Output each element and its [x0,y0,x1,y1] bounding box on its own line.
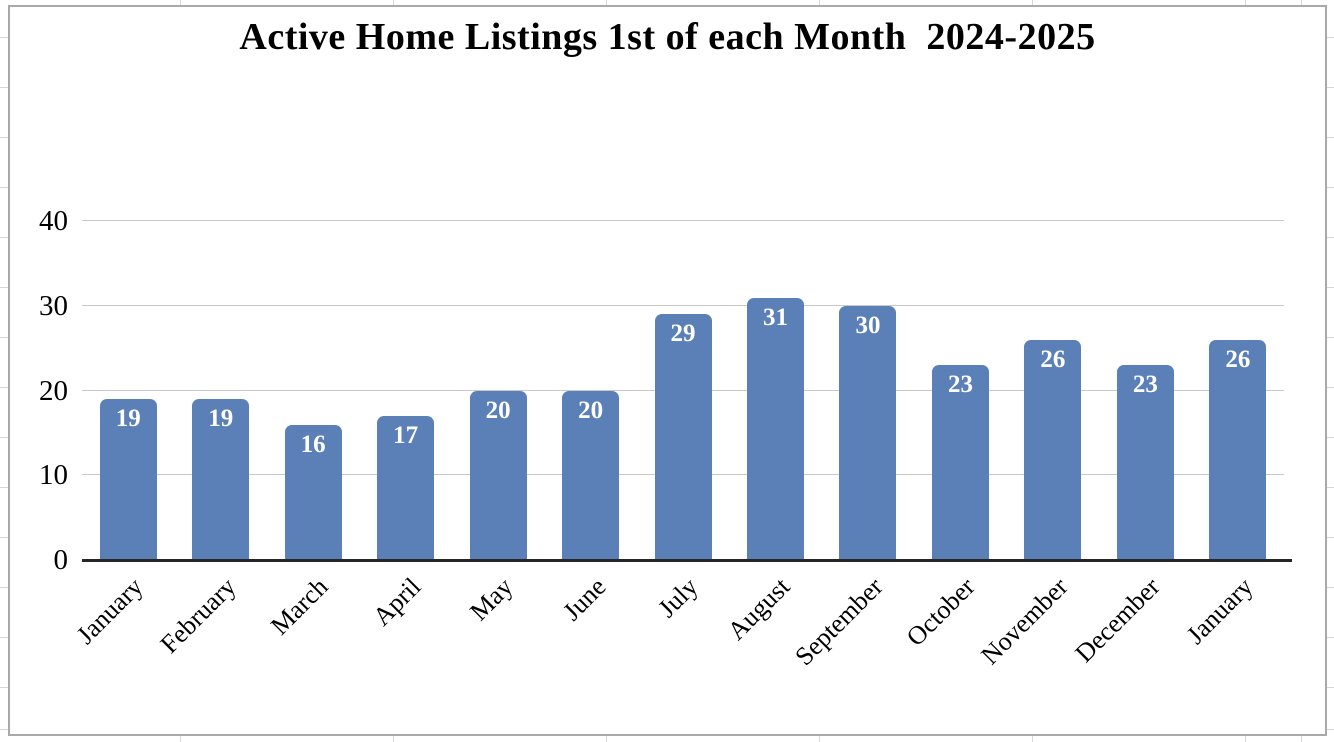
bar-value-label: 23 [947,371,973,399]
bar-november-10[interactable]: 26 [1024,339,1082,560]
bar-slot: 23 [914,179,1006,560]
bar-february-1[interactable]: 19 [192,399,250,560]
x-axis-labels: January February March April May June July Augu… [71,572,1284,682]
bar-january-12[interactable]: 26 [1209,339,1267,560]
bar-august-7[interactable]: 31 [747,297,805,560]
bar-slot: 20 [544,179,636,560]
bar-slot: 29 [637,179,729,560]
bar-value-label: 26 [1040,345,1066,373]
bar-value-label: 17 [393,422,419,450]
y-tick-label: 30 [39,290,68,323]
bar-value-label: 23 [1132,371,1158,399]
bar-slot: 17 [359,179,451,560]
bar-march-2[interactable]: 16 [284,424,342,560]
x-tick-label: September [789,572,889,672]
bar-may-4[interactable]: 20 [469,390,527,560]
y-tick-label: 40 [39,205,68,238]
bar-october-9[interactable]: 23 [931,365,989,560]
x-tick-label: December [1069,572,1166,669]
bar-slot: 19 [82,179,174,560]
bar-value-label: 19 [115,405,141,433]
bar-value-label: 20 [485,396,511,424]
plot-area: 19 19 16 17 20 20 29 31 30 23 26 23 26 [82,179,1284,560]
x-tick-label: March [265,572,334,641]
y-tick-label: 10 [39,459,68,492]
bar-value-label: 31 [763,303,789,331]
y-tick-label: 20 [39,374,68,407]
bar-slot: 20 [452,179,544,560]
x-tick-label: April [366,572,427,632]
x-tick-label: January [1180,572,1259,650]
bar-value-label: 26 [1225,345,1251,373]
x-tick-label: October [901,572,981,652]
bar-december-11[interactable]: 23 [1116,365,1174,560]
bar-slot: 31 [729,179,821,560]
bar-slot: 16 [267,179,359,560]
bar-april-3[interactable]: 17 [377,416,435,560]
bar-value-label: 20 [578,396,604,424]
y-tick-label: 0 [53,544,69,576]
x-tick-label: June [556,572,612,627]
x-tick-label: May [464,572,519,627]
bar-value-label: 29 [670,320,696,348]
bar-value-label: 30 [855,312,881,339]
x-tick-label: January [71,572,149,650]
x-tick-label: August [722,572,796,646]
x-tick-label: July [652,572,704,624]
gridline [82,305,1284,306]
bar-slot: 26 [1007,179,1099,560]
bar-june-5[interactable]: 20 [562,390,620,560]
x-tick-label: February [154,572,242,659]
bar-july-6[interactable]: 29 [654,314,712,560]
bar-value-label: 19 [208,405,234,433]
chart-title: Active Home Listings 1st of each Month 2… [239,16,1096,58]
bar-september-8[interactable]: 30 [839,306,897,560]
chart-object[interactable]: Active Home Listings 1st of each Month 2… [8,5,1327,736]
y-axis-labels: 0 10 20 30 40 [10,179,70,575]
x-tick-label: November [975,572,1074,671]
bar-slot: 23 [1099,179,1191,560]
bar-january-0[interactable]: 19 [99,399,157,560]
gridline [82,220,1284,222]
x-axis-line [82,559,1292,562]
bar-slot: 19 [174,179,266,560]
bar-slot: 30 [822,179,914,560]
bar-slot: 26 [1192,179,1284,560]
bar-value-label: 16 [300,430,326,458]
